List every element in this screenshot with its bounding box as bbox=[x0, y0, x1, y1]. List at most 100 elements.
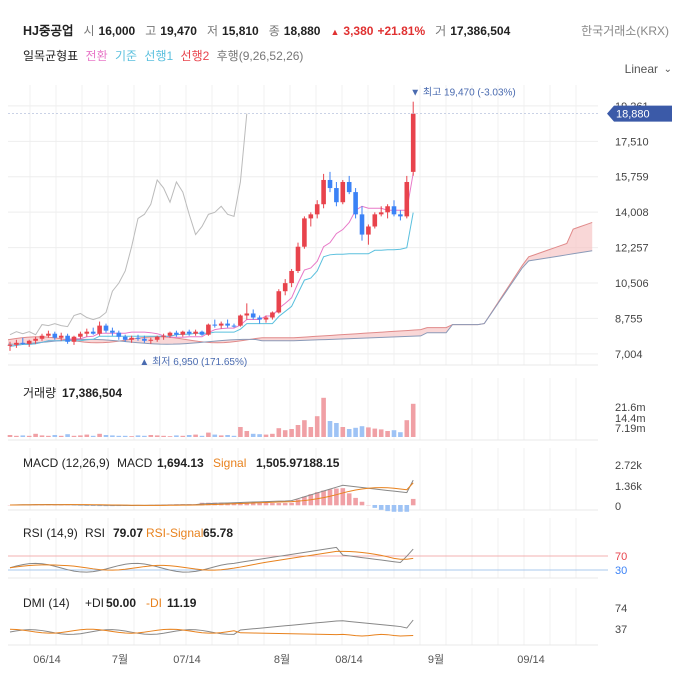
candle-body bbox=[302, 218, 307, 247]
header: HJ중공업 시 16,000 고 19,470 저 15,810 종 18,88… bbox=[0, 0, 680, 63]
candle bbox=[289, 268, 294, 288]
candle bbox=[250, 309, 256, 320]
signal-value: 1,505.97188.15 bbox=[256, 456, 340, 470]
rsi-signal-label: RSI-Signal bbox=[146, 526, 203, 540]
volume-bar bbox=[327, 421, 333, 437]
candle-body bbox=[295, 246, 301, 271]
dmi-tick-label: 37 bbox=[615, 624, 627, 636]
candle-body bbox=[14, 342, 19, 345]
volume-bar bbox=[238, 427, 243, 437]
candle-body bbox=[122, 336, 128, 340]
rsi-level-30-label: 30 bbox=[615, 565, 627, 577]
volume-bar bbox=[257, 434, 262, 437]
candle bbox=[46, 330, 51, 338]
candle-body bbox=[231, 325, 237, 327]
volume-bar bbox=[231, 435, 237, 437]
chevron-down-icon[interactable]: ⌄ bbox=[663, 64, 672, 75]
x-tick-label: 8월 bbox=[274, 653, 290, 666]
change-arrow-icon: ▲ bbox=[330, 27, 340, 37]
macd-histogram-bar bbox=[295, 499, 301, 506]
scale-selector[interactable]: Linear bbox=[624, 62, 658, 76]
candle bbox=[295, 242, 301, 274]
candle bbox=[302, 216, 307, 249]
volume-bar bbox=[90, 435, 96, 437]
macd-histogram-bar bbox=[238, 502, 243, 506]
dmi-grid bbox=[8, 588, 598, 646]
candle bbox=[78, 331, 83, 339]
change-pct: +21.81% bbox=[377, 24, 426, 38]
volume-value-label: 17,386,504 bbox=[62, 386, 122, 400]
candle-body bbox=[321, 179, 326, 205]
legend-span1: 선행1 bbox=[144, 49, 174, 63]
macd-histogram-bar bbox=[372, 505, 378, 508]
volume-bar bbox=[244, 431, 250, 437]
high-annotation: ▼ 최고 19,470 (-3.03%) bbox=[410, 87, 516, 99]
candle-body bbox=[142, 338, 147, 341]
candle bbox=[346, 175, 352, 195]
candle bbox=[353, 188, 358, 219]
mdi-label: -DI bbox=[146, 596, 162, 610]
candle-body bbox=[340, 181, 346, 203]
candle-body bbox=[391, 206, 397, 215]
volume-bar bbox=[282, 430, 288, 437]
candle-body bbox=[103, 325, 109, 331]
candle-body bbox=[398, 214, 403, 217]
candle bbox=[135, 334, 141, 341]
candle bbox=[52, 331, 58, 340]
rsi-level-70-label: 70 bbox=[615, 551, 627, 563]
candle bbox=[154, 335, 160, 342]
kijun-line bbox=[9, 212, 414, 347]
volume-bar bbox=[148, 435, 154, 437]
stock-name: HJ중공업 bbox=[23, 24, 74, 38]
volume-bar bbox=[346, 429, 352, 437]
candle bbox=[33, 336, 38, 344]
signal-series-label: Signal bbox=[213, 456, 246, 470]
mdi-value: 11.19 bbox=[167, 596, 197, 610]
price-tick-label: 12,257 bbox=[615, 243, 649, 255]
change-value: 3,380 bbox=[343, 24, 374, 38]
high-value: 19,470 bbox=[160, 24, 197, 38]
volume-grid bbox=[8, 378, 598, 441]
quote-summary: HJ중공업 시 16,000 고 19,470 저 15,810 종 18,88… bbox=[23, 20, 516, 39]
candle-body bbox=[334, 188, 339, 203]
candle bbox=[359, 206, 365, 241]
volume-bar bbox=[302, 420, 307, 437]
candle bbox=[391, 200, 397, 217]
x-tick-label: 07/14 bbox=[173, 654, 201, 666]
volume-bar bbox=[78, 435, 83, 437]
volume-bar bbox=[378, 429, 384, 437]
candle bbox=[65, 333, 70, 344]
volume-bar bbox=[122, 435, 128, 437]
candle bbox=[308, 212, 314, 227]
candle-body bbox=[225, 323, 230, 326]
candle-body bbox=[238, 315, 243, 326]
volume-tick-label: 7.19m bbox=[615, 423, 646, 435]
volume-bar bbox=[206, 432, 211, 437]
candle bbox=[263, 315, 269, 323]
volume-bar bbox=[154, 435, 160, 437]
candle bbox=[129, 335, 134, 343]
volume-bar bbox=[7, 435, 13, 437]
x-tick-label: 08/14 bbox=[335, 654, 363, 666]
volume-bar bbox=[334, 423, 339, 437]
price-tick-label: 10,506 bbox=[615, 278, 649, 290]
candle-body bbox=[250, 313, 256, 318]
mdi-line bbox=[9, 628, 414, 637]
volume-bar bbox=[250, 433, 256, 437]
volume-bar bbox=[398, 432, 403, 437]
candle bbox=[314, 200, 320, 219]
volume-bar bbox=[391, 430, 397, 437]
candle-body bbox=[270, 312, 275, 318]
candle-body bbox=[161, 335, 166, 337]
rsi-signal-line bbox=[9, 550, 414, 571]
candle-body bbox=[257, 317, 262, 320]
volume-bar bbox=[218, 435, 224, 437]
candle bbox=[103, 323, 109, 333]
candle bbox=[321, 173, 326, 209]
macd-histogram-bar bbox=[244, 502, 250, 506]
candle-body bbox=[346, 181, 352, 193]
volume-bar bbox=[167, 436, 173, 437]
volume-bar bbox=[321, 397, 326, 437]
candle-body bbox=[84, 331, 90, 334]
candle-body bbox=[199, 331, 205, 335]
